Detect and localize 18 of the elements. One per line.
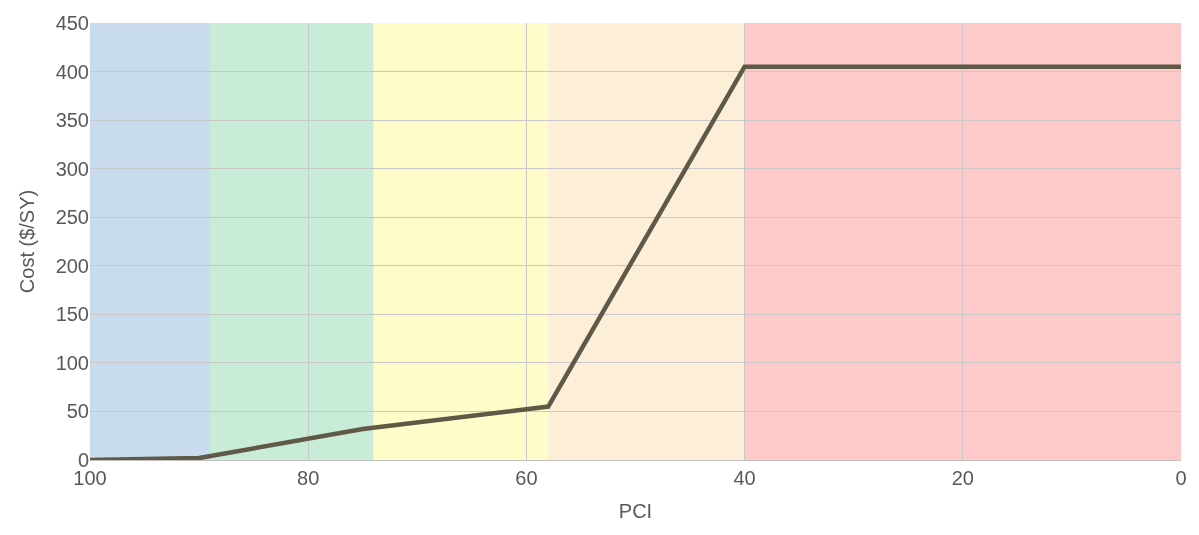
y-tick-label: 250 bbox=[55, 206, 89, 229]
y-tick-label: 450 bbox=[55, 12, 89, 34]
x-axis-title: PCI bbox=[618, 499, 653, 522]
line-series bbox=[90, 64, 1181, 460]
y-axis-title: Cost ($/SY) bbox=[16, 189, 39, 294]
y-tick-label: 100 bbox=[55, 351, 89, 374]
y-tick-label: 350 bbox=[55, 109, 89, 132]
y-tick-label: 50 bbox=[66, 400, 89, 423]
x-tick-label: 40 bbox=[733, 467, 756, 489]
y-tick-label: 200 bbox=[55, 254, 89, 277]
x-tick-label: 20 bbox=[951, 467, 974, 489]
y-tick-label: 400 bbox=[55, 60, 89, 83]
y-tick-label: 150 bbox=[55, 303, 89, 326]
y-tick-label: 0 bbox=[77, 449, 89, 471]
x-tick-label: 80 bbox=[297, 467, 320, 489]
x-tick-label: 0 bbox=[1175, 467, 1187, 489]
x-tick-label: 60 bbox=[515, 467, 538, 489]
y-tick-label: 300 bbox=[55, 157, 89, 180]
